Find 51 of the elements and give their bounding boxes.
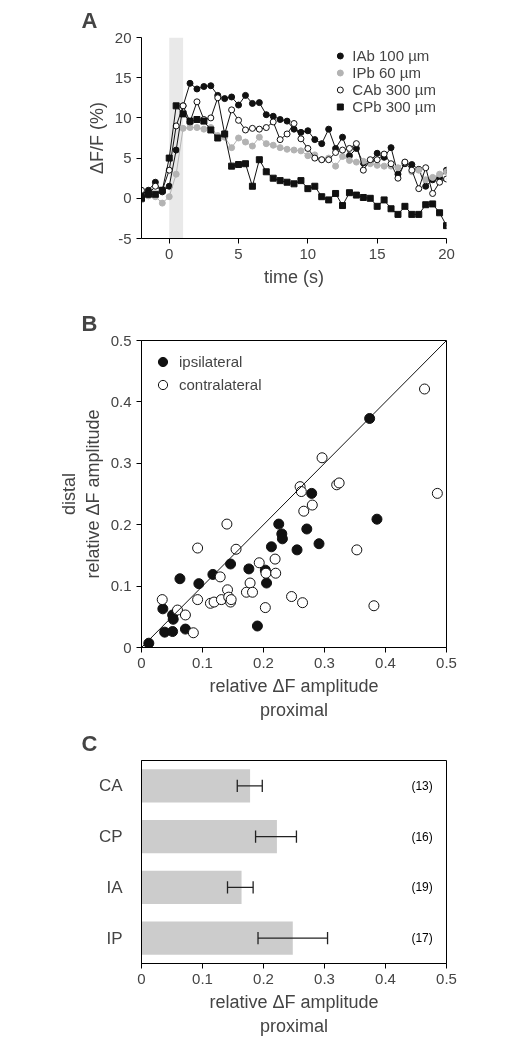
chart-title: B: [81, 310, 98, 336]
x-tick-label: 10: [299, 244, 317, 262]
legend-label: ipsilateral: [179, 353, 243, 370]
y-tick-label: CA: [98, 776, 124, 796]
y-tick-label: 5: [123, 149, 132, 167]
y-tick-label: 0.2: [110, 515, 132, 533]
x-tick-label: 0.5: [436, 969, 457, 987]
x-tick-label: 20: [438, 244, 455, 262]
y-tick-label: 0: [123, 189, 132, 207]
y-tick-label: 0.5: [110, 331, 132, 349]
legend-label: IPb 60 µm: [352, 64, 421, 81]
y-tick-label: IA: [106, 877, 124, 897]
x-axis-title: time (s): [264, 266, 324, 287]
y-tick-label: 15: [114, 68, 132, 86]
legend-label: contralateral: [179, 376, 262, 393]
x-axis-title: relative ΔF amplitude proximal: [209, 991, 379, 1036]
x-tick-label: 0.1: [192, 969, 213, 987]
chart-title: C: [81, 730, 98, 756]
y-tick-label: 0.3: [110, 454, 132, 472]
y-tick-label: CP: [98, 827, 123, 847]
x-tick-label: 0: [137, 653, 146, 671]
y-tick-label: 0: [123, 638, 132, 656]
y-tick-label: 0.1: [110, 577, 132, 595]
x-tick-label: 0.4: [375, 969, 396, 987]
x-tick-label: 0.4: [375, 653, 396, 671]
y-tick-label: -5: [118, 229, 132, 247]
y-tick-label: 10: [114, 108, 132, 126]
x-axis-title: relative ΔF amplitude proximal: [209, 675, 379, 720]
x-tick-label: 0.3: [314, 969, 335, 987]
legend-label: IAb 100 µm: [352, 47, 430, 64]
y-tick-label: 20: [114, 28, 132, 46]
annotation: (17): [411, 931, 433, 946]
x-tick-label: 0.1: [192, 653, 213, 671]
x-tick-label: 0.5: [436, 653, 457, 671]
annotation: (19): [411, 880, 433, 895]
x-tick-label: 15: [368, 244, 386, 262]
y-tick-label: IP: [106, 928, 123, 948]
legend-label: CPb 300 µm: [352, 98, 436, 115]
x-tick-label: 0.3: [314, 653, 335, 671]
annotation: (13): [411, 778, 433, 793]
x-tick-label: 5: [234, 244, 243, 262]
y-tick-label: 0.4: [110, 392, 132, 410]
legend-label: CAb 300 µm: [352, 81, 436, 98]
x-tick-label: 0.2: [253, 653, 274, 671]
y-axis-title: distal relative ΔF amplitude: [58, 409, 103, 579]
annotation: (16): [411, 829, 433, 844]
y-axis-title: ΔF/F (%): [86, 101, 107, 174]
chart-title: A: [81, 7, 98, 33]
x-tick-label: 0: [137, 969, 146, 987]
x-tick-label: 0.2: [253, 969, 274, 987]
x-tick-label: 0: [165, 244, 174, 262]
